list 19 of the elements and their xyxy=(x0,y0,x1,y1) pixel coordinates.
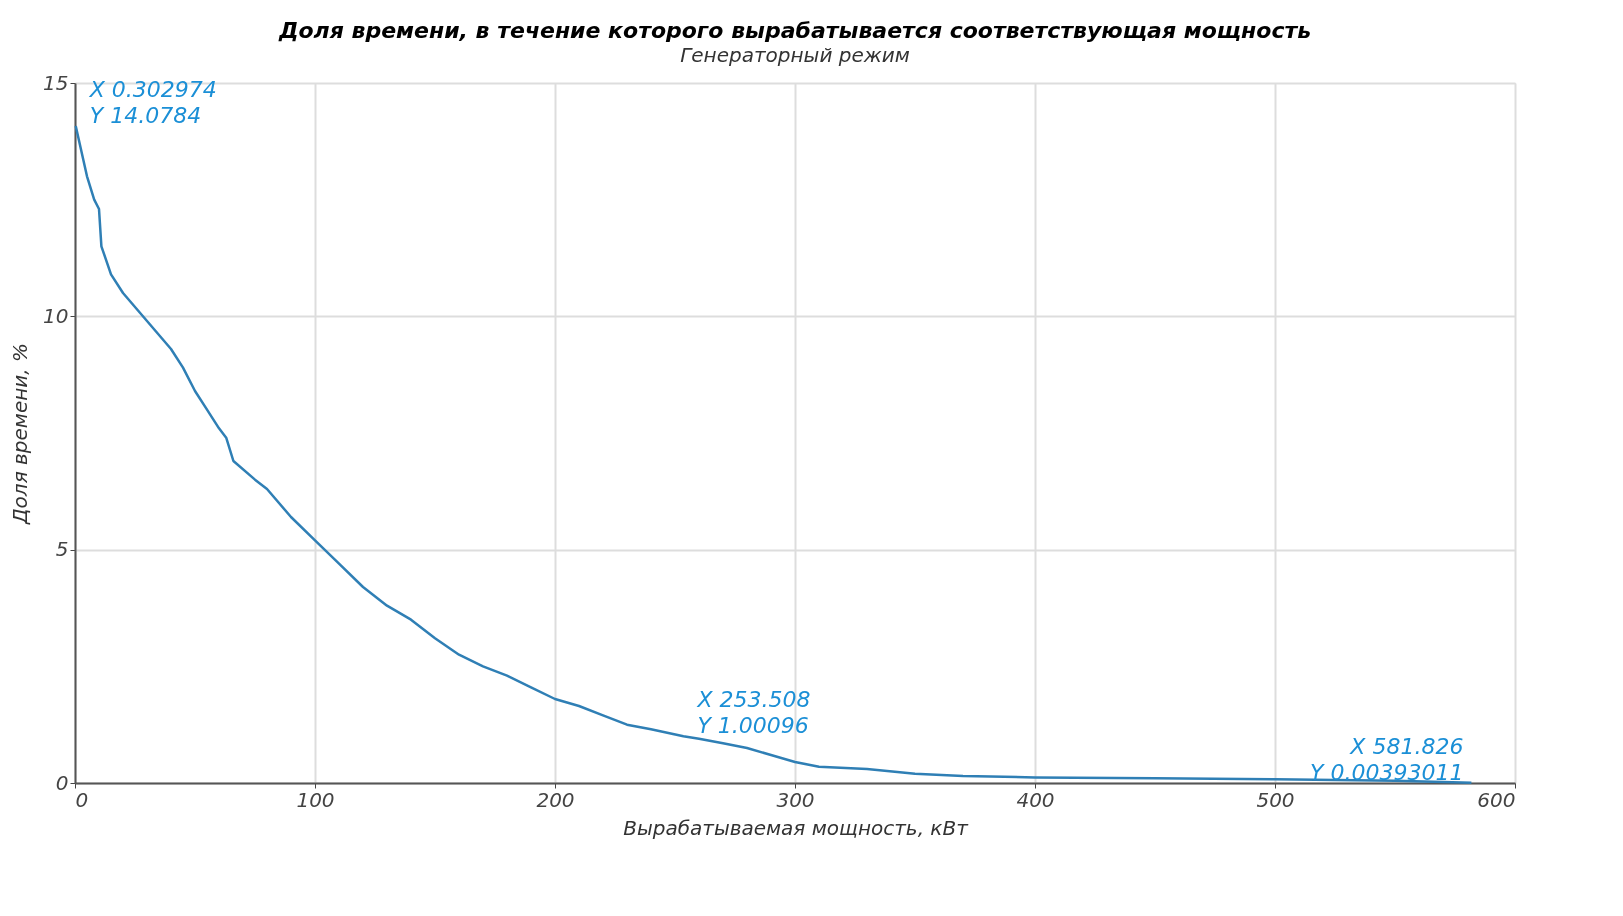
y-tick-label: 10 xyxy=(43,303,69,328)
x-tick-label: 500 xyxy=(1256,787,1295,812)
annotation: X 581.826 Y 0.00393011 xyxy=(1309,733,1464,785)
y-axis-title: Доля времени, % xyxy=(8,342,33,526)
x-tick-label: 200 xyxy=(536,787,575,812)
annotation: X 0.302974 Y 14.0784 xyxy=(88,77,217,129)
chart-title: Доля времени, в течение которого вырабатывается соответствующая мощность xyxy=(277,18,1312,43)
x-tick-label: 400 xyxy=(1016,787,1055,812)
x-axis-title: Вырабатываемая мощность, кВт xyxy=(623,815,970,840)
y-tick-label: 0 xyxy=(55,770,69,795)
x-tick-label: 600 xyxy=(1477,787,1516,812)
line-series xyxy=(74,124,1473,785)
x-tick-label: 300 xyxy=(776,787,815,812)
y-tick-label: 15 xyxy=(43,70,69,95)
x-tick-label: 0 xyxy=(75,787,89,812)
x-tick-label: 100 xyxy=(296,787,335,812)
annotation: X 253.508 Y 1.00096 xyxy=(696,687,811,739)
chart-subtitle: Генераторный режим xyxy=(680,43,910,67)
y-tick-label: 5 xyxy=(55,537,69,562)
